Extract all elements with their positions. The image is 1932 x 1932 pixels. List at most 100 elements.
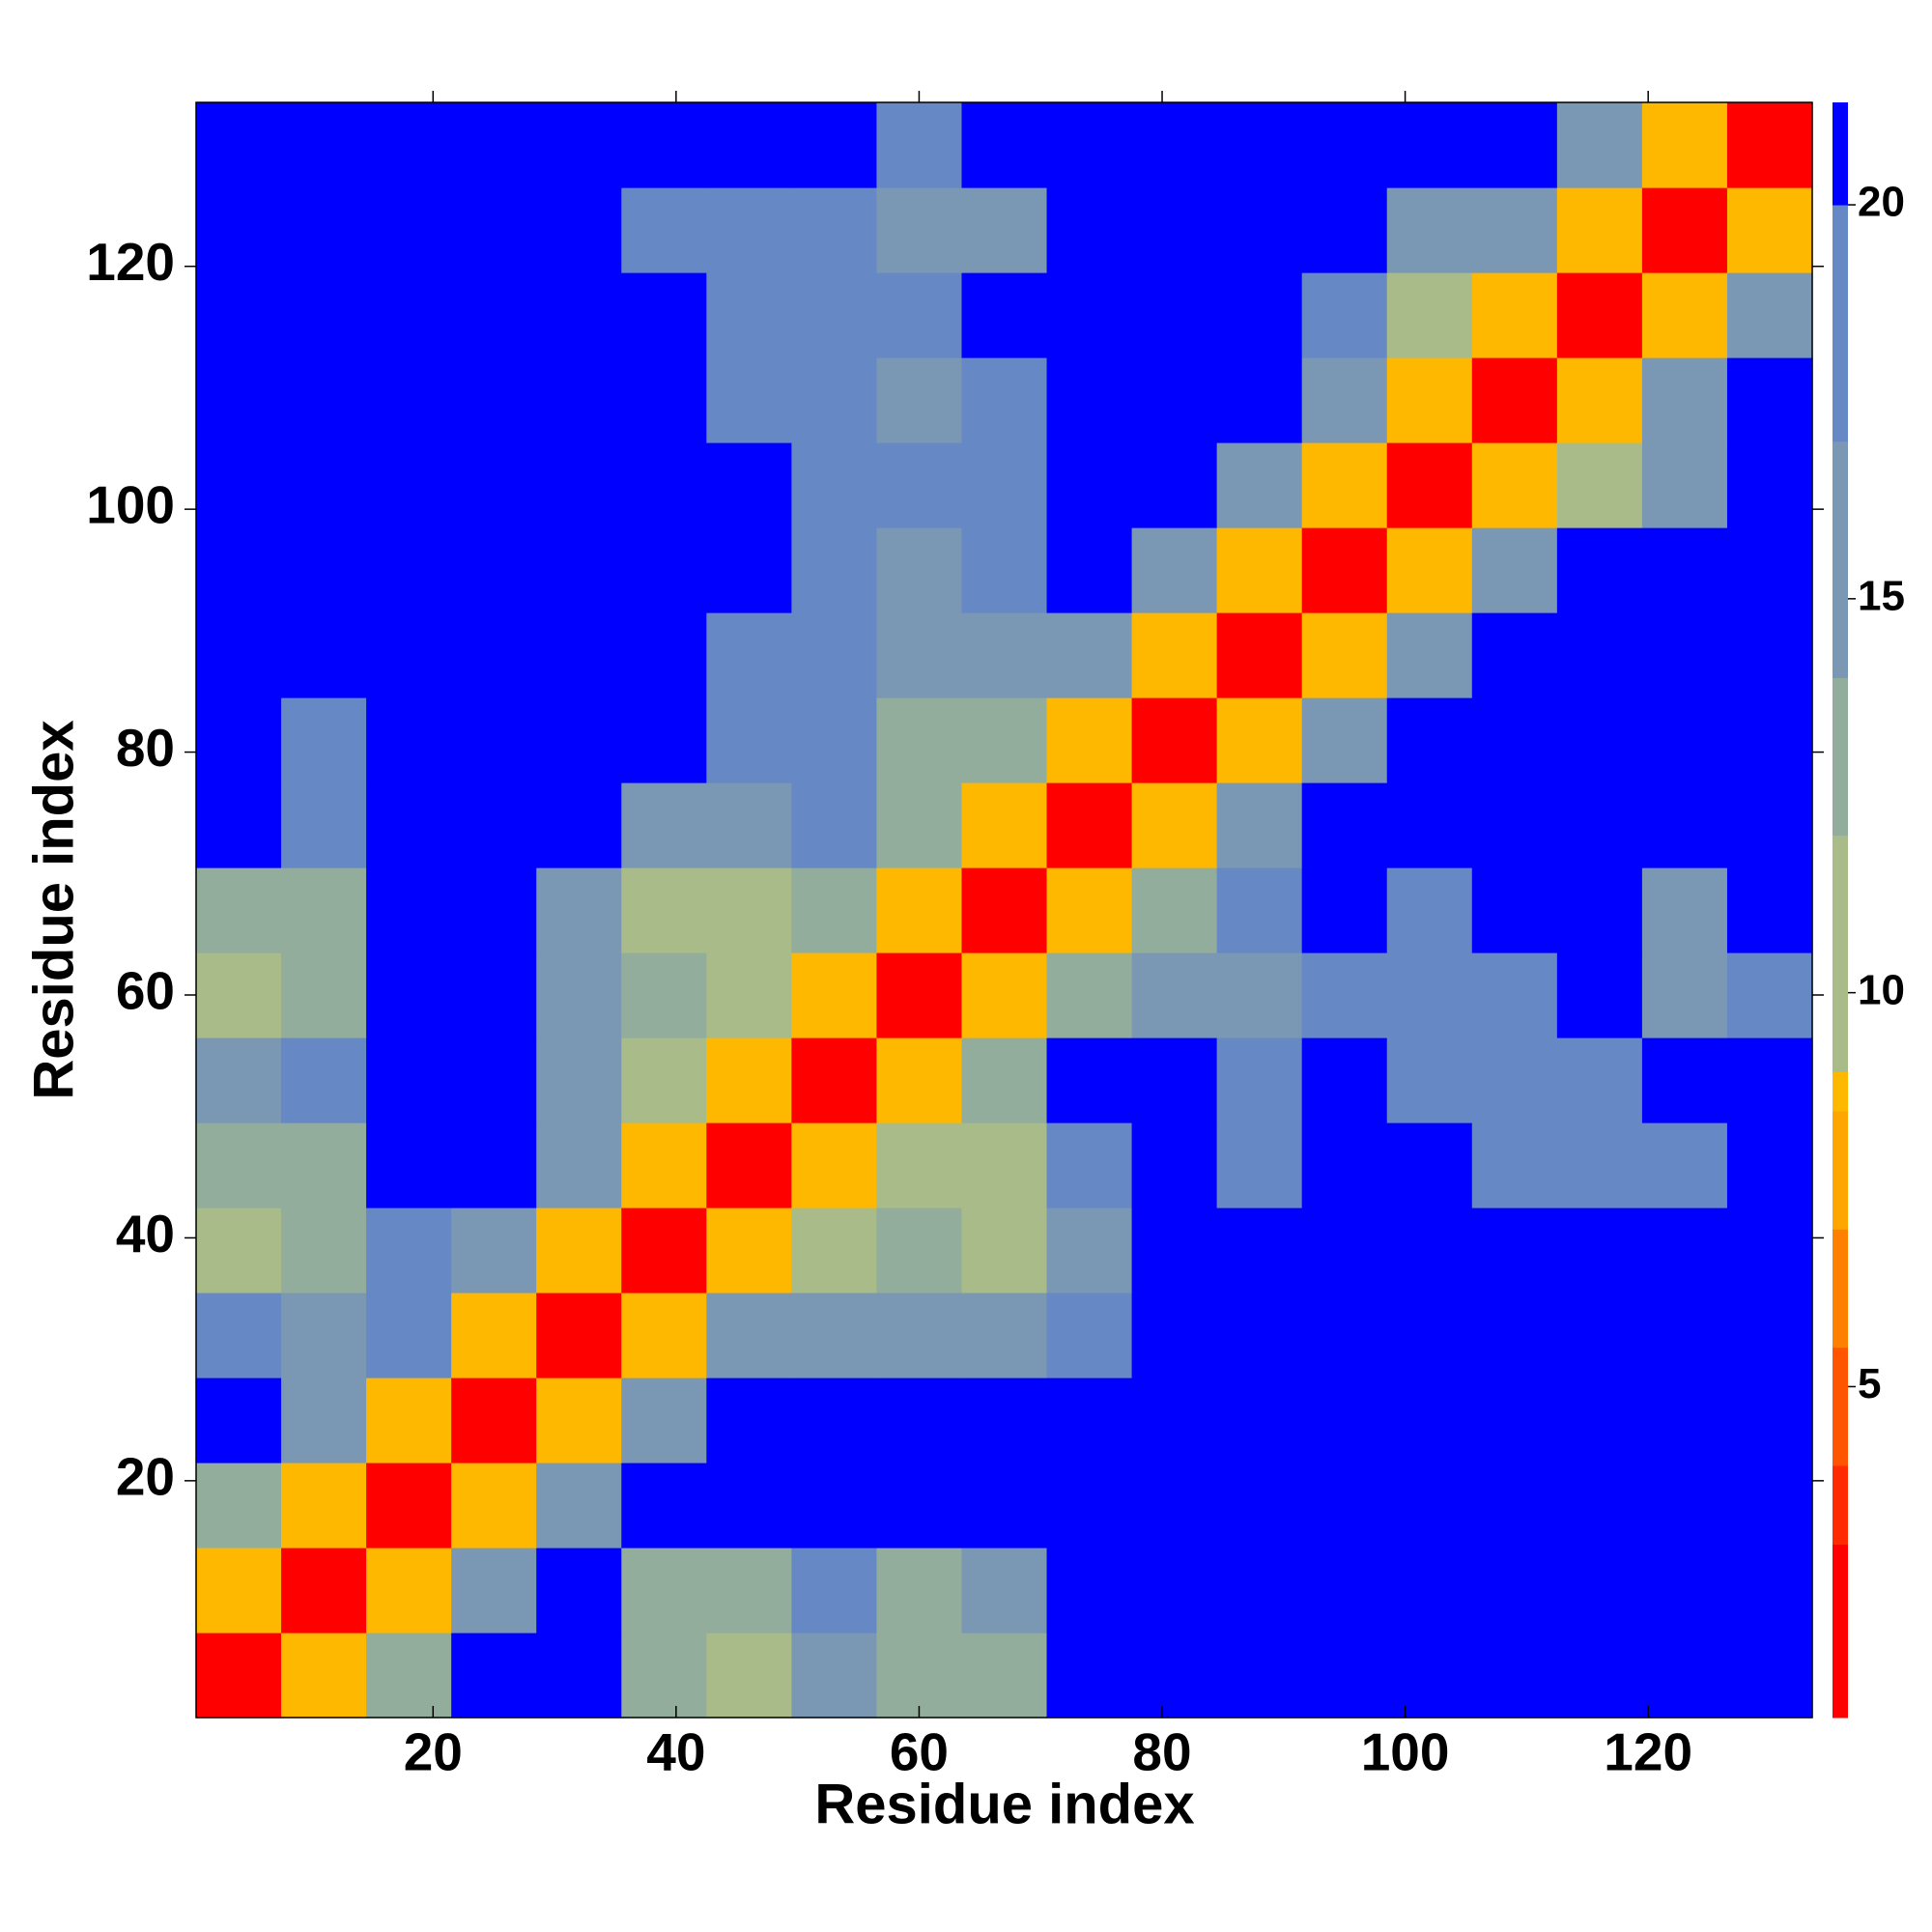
heatmap-cell: [791, 357, 878, 443]
heatmap-cell: [366, 952, 452, 1038]
heatmap-cell: [196, 867, 282, 953]
heatmap-cell: [1641, 952, 1728, 1038]
heatmap-cell: [1216, 1208, 1303, 1293]
heatmap-cell: [1216, 867, 1303, 953]
heatmap-cell: [791, 102, 878, 188]
heatmap-cell: [1216, 1378, 1303, 1463]
heatmap-cell: [1301, 1378, 1388, 1463]
heatmap-cell: [196, 1633, 282, 1719]
heatmap-cell: [1471, 102, 1558, 188]
heatmap-cell: [1471, 1293, 1558, 1378]
heatmap-cell: [1216, 612, 1303, 698]
heatmap-cell: [1726, 1378, 1813, 1463]
heatmap-cell: [876, 697, 963, 783]
heatmap-cell: [366, 1548, 452, 1634]
heatmap-cell: [1556, 952, 1643, 1038]
heatmap-cell: [196, 1378, 282, 1463]
heatmap-cell: [706, 1208, 792, 1293]
heatmap-cell: [281, 612, 367, 698]
heatmap-cell: [281, 1633, 367, 1719]
heatmap-cell: [451, 952, 537, 1038]
heatmap-cell: [366, 1633, 452, 1719]
heatmap-cell: [1641, 1208, 1728, 1293]
heatmap-cell: [196, 272, 282, 358]
heatmap-cell: [1046, 357, 1133, 443]
heatmap-cell: [791, 527, 878, 613]
heatmap-cell: [451, 1293, 537, 1378]
heatmap-cell: [1386, 1463, 1473, 1548]
heatmap-cell: [876, 1633, 963, 1719]
heatmap-cell: [1046, 1633, 1133, 1719]
heatmap-cell: [281, 1378, 367, 1463]
heatmap-cell: [876, 1548, 963, 1634]
heatmap-cell: [1216, 697, 1303, 783]
heatmap-cell: [196, 442, 282, 528]
heatmap-cell: [1471, 1208, 1558, 1293]
heatmap-cell: [1301, 697, 1388, 783]
heatmap-cell: [196, 952, 282, 1038]
heatmap-cell: [1386, 527, 1473, 613]
heatmap-cell: [876, 612, 963, 698]
heatmap-cell: [1301, 272, 1388, 358]
heatmap-cell: [1556, 527, 1643, 613]
colorbar-segment: [1833, 102, 1848, 206]
colorbar-segment: [1833, 1110, 1848, 1230]
heatmap-cell: [1301, 1208, 1388, 1293]
heatmap-cell: [1046, 187, 1133, 273]
heatmap-cell: [451, 697, 537, 783]
heatmap-cell: [1471, 272, 1558, 358]
heatmap-cell: [1216, 1548, 1303, 1634]
heatmap-cell: [536, 1633, 622, 1719]
heatmap-cell: [1301, 867, 1388, 953]
heatmap-cell: [961, 357, 1048, 443]
heatmap-cell: [706, 1293, 792, 1378]
heatmap-cell: [876, 357, 963, 443]
heatmap-cell: [791, 782, 878, 868]
heatmap-cell: [1641, 612, 1728, 698]
heatmap-cell: [536, 612, 622, 698]
heatmap-cell: [1301, 102, 1388, 188]
heatmap-cell: [1046, 952, 1133, 1038]
y-tick-label: 20: [116, 1446, 175, 1506]
heatmap-cell: [1726, 357, 1813, 443]
heatmap-cell: [451, 1208, 537, 1293]
heatmap-cell: [1726, 1293, 1813, 1378]
heatmap-cell: [1386, 782, 1473, 868]
heatmap-cell: [1471, 867, 1558, 953]
heatmap-cell: [366, 782, 452, 868]
heatmap-cell: [1386, 1293, 1473, 1378]
heatmap-cell: [791, 1463, 878, 1548]
heatmap-cell: [536, 867, 622, 953]
heatmap-cell: [961, 952, 1048, 1038]
heatmap-cell: [791, 1633, 878, 1719]
heatmap-cell: [1386, 187, 1473, 273]
heatmap-cell: [791, 272, 878, 358]
heatmap-cell: [876, 952, 963, 1038]
x-tick-label: 100: [1361, 1722, 1450, 1782]
heatmap-cell: [961, 697, 1048, 783]
heatmap-cell: [366, 187, 452, 273]
heatmap-cell: [1131, 1293, 1218, 1378]
heatmap-cell: [1726, 187, 1813, 273]
heatmap-cell: [1216, 1122, 1303, 1208]
heatmap-cell: [621, 1122, 707, 1208]
heatmap-cell: [791, 1208, 878, 1293]
heatmap-cell: [876, 527, 963, 613]
heatmap-cell: [196, 102, 282, 188]
heatmap-cell: [621, 357, 707, 443]
heatmap-cell: [1556, 1463, 1643, 1548]
colorbar-tick-label: 5: [1858, 1360, 1881, 1407]
heatmap-cell: [1471, 357, 1558, 443]
heatmap-cell: [281, 1548, 367, 1634]
heatmap-cell: [1471, 1122, 1558, 1208]
heatmap-cell: [1131, 357, 1218, 443]
heatmap-cell: [1556, 612, 1643, 698]
x-tick-label: 60: [890, 1722, 949, 1782]
heatmap-cell: [1301, 952, 1388, 1038]
heatmap-cell: [1556, 357, 1643, 443]
heatmap-cell: [451, 527, 537, 613]
heatmap-cell: [706, 612, 792, 698]
heatmap-cell: [706, 952, 792, 1038]
colorbar-tick-label: 15: [1858, 572, 1905, 619]
heatmap-cell: [451, 1122, 537, 1208]
